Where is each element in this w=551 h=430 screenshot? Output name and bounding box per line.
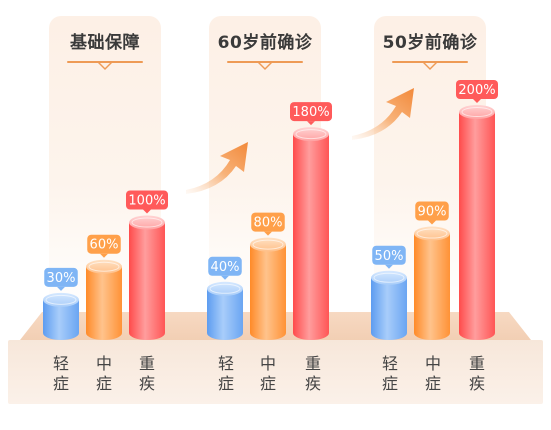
value-label-severe-illness: 200%	[456, 80, 498, 103]
bar-severe-illness	[293, 127, 329, 340]
value-label-severe-illness: 180%	[290, 102, 332, 126]
bar-light-illness	[371, 270, 407, 340]
arrows-layer	[186, 88, 414, 194]
group-title: 50岁前确诊	[382, 33, 478, 53]
arrow-up-right-icon	[352, 88, 414, 140]
bar-severe-illness	[459, 105, 495, 340]
category-label: 轻症	[381, 354, 398, 393]
category-label: 中症	[424, 354, 441, 393]
value-label-text: 90%	[418, 205, 447, 220]
value-label-light-illness: 40%	[208, 256, 242, 280]
value-label-text: 40%	[211, 260, 240, 275]
value-label-medium-illness: 80%	[251, 212, 285, 236]
value-label-text: 30%	[47, 271, 76, 286]
category-label: 中症	[95, 354, 112, 393]
category-label: 重疾	[304, 354, 321, 393]
bar-light-illness	[207, 281, 243, 340]
value-label-text: 60%	[90, 238, 119, 253]
value-label-light-illness: 30%	[44, 267, 78, 291]
group-title: 60岁前确诊	[217, 33, 313, 53]
platform-front-surface	[8, 340, 543, 404]
value-label-text: 200%	[458, 83, 495, 98]
category-label: 重疾	[468, 354, 485, 393]
title-underline-decoration	[67, 61, 143, 70]
group-title: 基础保障	[70, 33, 140, 53]
value-label-medium-illness: 60%	[87, 234, 121, 258]
bar-medium-illness	[86, 259, 122, 340]
value-label-text: 100%	[128, 194, 165, 209]
value-label-light-illness: 50%	[372, 245, 406, 269]
value-label-medium-illness: 90%	[415, 201, 449, 225]
category-label: 轻症	[52, 354, 69, 393]
bar-light-illness	[43, 292, 79, 340]
bar-medium-illness	[414, 226, 450, 340]
value-label-text: 180%	[292, 105, 329, 120]
category-label: 中症	[259, 354, 276, 393]
category-label: 轻症	[217, 354, 234, 393]
title-underline-decoration	[392, 61, 468, 70]
bar-severe-illness	[129, 215, 165, 340]
value-label-severe-illness: 100%	[126, 190, 168, 214]
bars-layer	[43, 105, 495, 340]
value-label-text: 50%	[375, 249, 404, 264]
category-label: 重疾	[138, 354, 155, 393]
value-labels-layer: 30% 60% 100% 40% 80% 180% 50% 90% 200%	[44, 80, 498, 291]
arrow-up-right-icon	[186, 142, 248, 194]
title-underline-decoration	[227, 61, 303, 70]
bar-medium-illness	[250, 237, 286, 340]
value-label-text: 80%	[254, 216, 283, 231]
